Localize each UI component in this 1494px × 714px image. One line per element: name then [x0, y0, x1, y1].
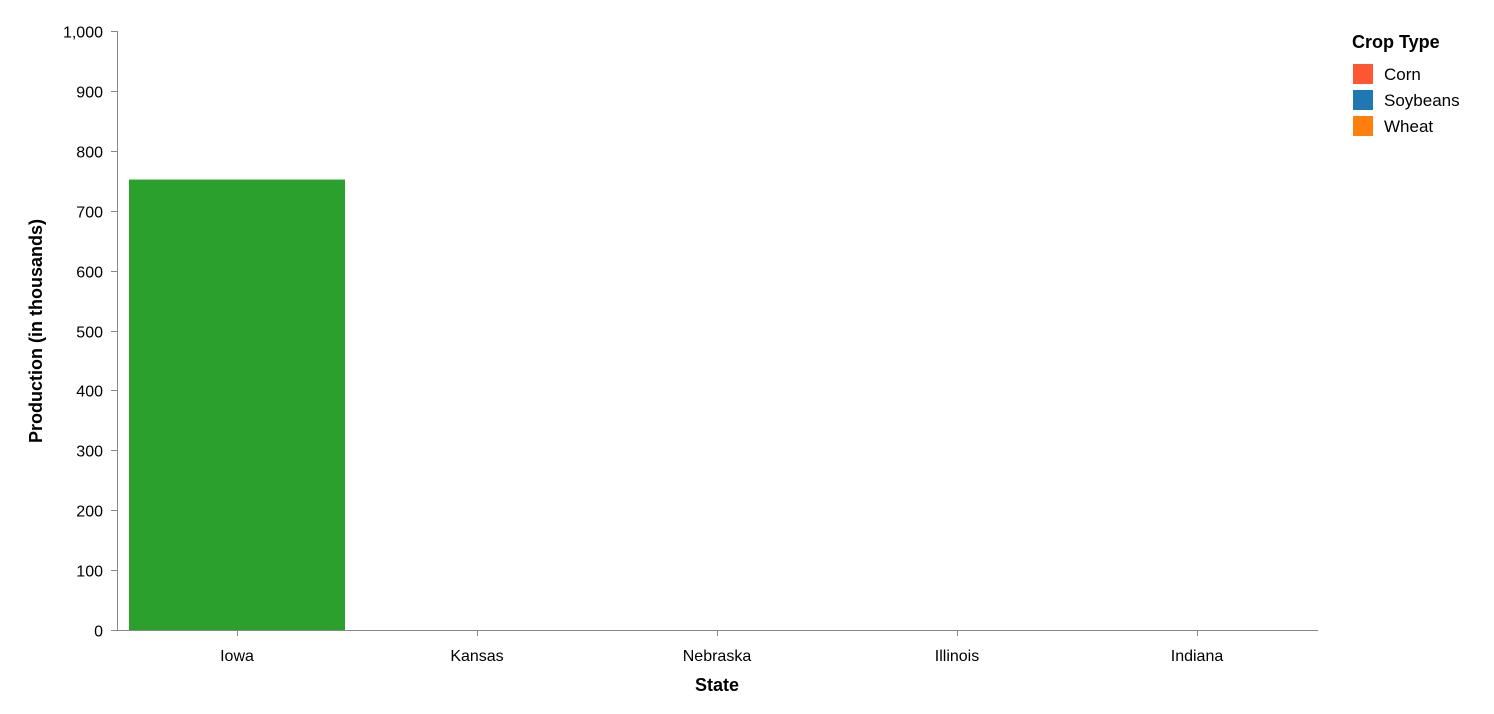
y-tick-label: 700: [76, 205, 103, 222]
x-tick-label: Kansas: [450, 648, 503, 665]
y-tick-label: 900: [76, 85, 103, 102]
plot-area: [129, 179, 345, 630]
y-tick-label: 500: [76, 325, 103, 342]
y-axis-title: Production (in thousands): [26, 219, 46, 443]
y-tick-label: 100: [76, 564, 103, 581]
y-axis: 0 100 200 300 400 500 600 700 800 900 1,000: [63, 25, 118, 641]
x-tick-label: Illinois: [935, 648, 979, 665]
x-axis-title: State: [695, 675, 739, 695]
x-tick-label: Nebraska: [683, 648, 752, 665]
y-tick-label: 400: [76, 384, 103, 401]
y-tick-label: 600: [76, 265, 103, 282]
y-tick-label: 800: [76, 145, 103, 162]
y-tick-label: 0: [94, 624, 103, 641]
legend-swatch-wheat: [1353, 116, 1373, 136]
legend-label-wheat: Wheat: [1384, 117, 1433, 136]
legend-label-corn: Corn: [1384, 65, 1421, 84]
y-tick-label: 300: [76, 444, 103, 461]
x-tick-label: Iowa: [220, 648, 254, 665]
x-axis: Iowa Kansas Nebraska Illinois Indiana: [117, 630, 1318, 665]
y-tick-label: 200: [76, 504, 103, 521]
bar-iowa: [129, 179, 345, 630]
legend-swatch-soybeans: [1353, 90, 1373, 110]
legend-label-soybeans: Soybeans: [1384, 91, 1460, 110]
y-tick-label: 1,000: [63, 25, 103, 42]
legend: Crop Type Corn Soybeans Wheat: [1352, 32, 1460, 136]
legend-swatch-corn: [1353, 64, 1373, 84]
legend-title: Crop Type: [1352, 32, 1440, 52]
x-tick-label: Indiana: [1171, 648, 1224, 665]
